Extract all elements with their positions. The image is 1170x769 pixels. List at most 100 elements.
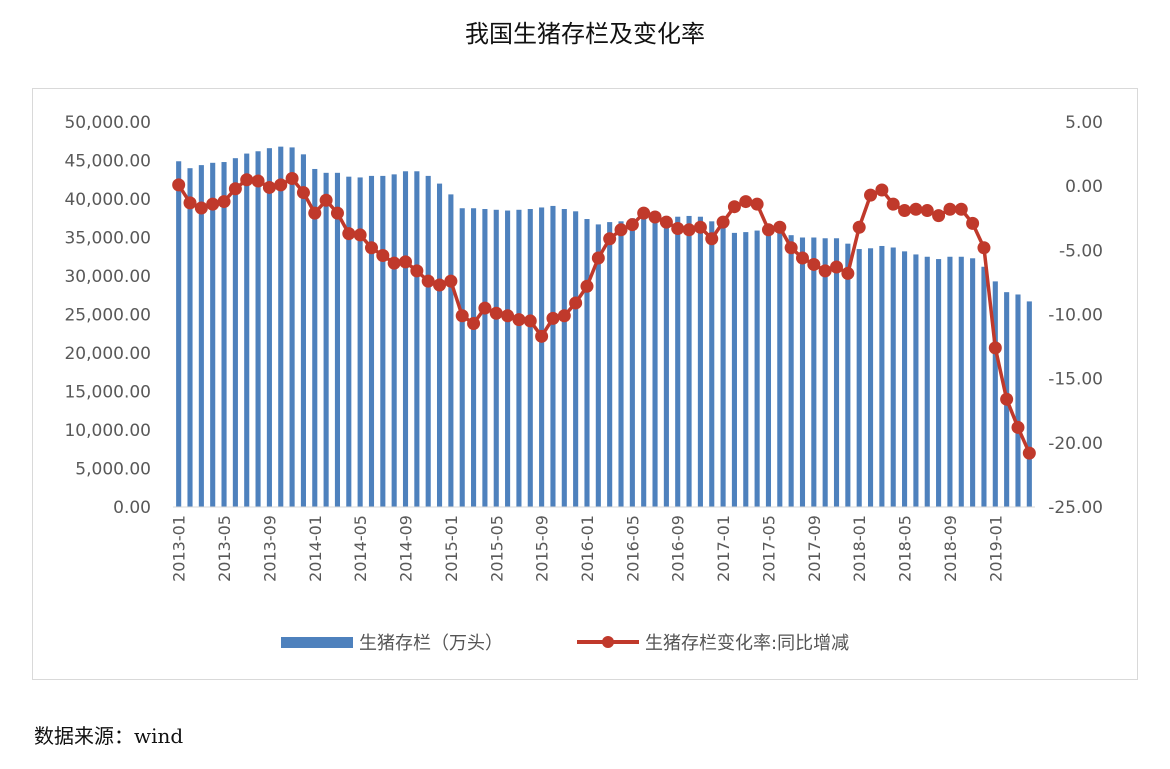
bar-2019-04	[1026, 301, 1032, 507]
line-point-2017-11	[830, 260, 844, 274]
bar-2018-08	[936, 259, 942, 507]
line-point-2015-07	[512, 313, 526, 327]
line-series-path	[177, 176, 1031, 454]
line-point-2014-07	[376, 248, 390, 262]
x-tick-label: 2018-05	[896, 515, 915, 582]
bar-2013-06	[232, 158, 238, 507]
bar-2017-06	[777, 231, 783, 507]
left-tick-label: 35,000.00	[64, 229, 151, 249]
line-point-2014-03	[330, 206, 344, 220]
bar-2013-01	[176, 161, 182, 507]
bar-2018-07	[924, 256, 930, 507]
line-point-2017-04	[750, 197, 764, 211]
legend-label-line: 生猪存栏变化率:同比增减	[645, 633, 849, 654]
line-point-2016-02	[591, 251, 605, 265]
line-point-2015-01	[444, 274, 458, 288]
line-point-2013-01	[172, 178, 186, 192]
bar-2015-06	[505, 210, 511, 508]
line-point-2018-12	[977, 241, 991, 255]
line-point-2017-05	[761, 223, 775, 237]
bar-2014-10	[414, 171, 420, 507]
x-tick-label: 2013-01	[170, 515, 189, 582]
bar-2013-10	[278, 146, 284, 507]
x-tick-label: 2016-05	[623, 515, 642, 582]
bar-2017-04	[754, 230, 760, 507]
bar-2017-05	[765, 229, 772, 508]
bar-2016-09	[675, 216, 681, 507]
bar-2014-05	[357, 177, 363, 507]
x-tick-label: 2017-01	[714, 515, 733, 582]
bar-2018-11	[970, 258, 976, 507]
bar-2014-08	[391, 174, 397, 508]
bar-2013-02	[187, 168, 193, 507]
bar-2013-04	[210, 162, 216, 507]
bar-2014-07	[380, 175, 386, 507]
legend: 生猪存栏（万头） 生猪存栏变化率:同比增减	[281, 633, 849, 654]
line-point-2015-12	[569, 296, 583, 310]
x-axis-ticks: 2013-01 2013-05 2013-09 2014-01 2014-05 2014-…	[170, 515, 1006, 582]
line-point-2013-11	[285, 171, 299, 185]
line-point-2015-02	[455, 309, 469, 323]
bar-2016-04	[618, 221, 624, 507]
right-tick-label: -25.00	[1048, 498, 1103, 518]
bar-2013-03	[198, 165, 204, 507]
x-tick-label: 2015-09	[533, 515, 552, 582]
line-point-2013-03	[194, 201, 208, 215]
right-tick-label: -20.00	[1048, 434, 1103, 454]
bar-2016-02	[595, 224, 601, 507]
bar-2018-03	[879, 245, 885, 507]
bar-2015-07	[516, 209, 522, 507]
bar-2017-10	[822, 238, 828, 507]
bar-2016-01	[584, 219, 590, 507]
line-point-2016-12	[705, 232, 719, 246]
line-point-2014-08	[387, 256, 401, 270]
left-tick-label: 15,000.00	[64, 383, 151, 403]
bar-2015-08	[527, 209, 533, 507]
bar-2018-01	[856, 249, 862, 508]
bar-2015-09	[539, 207, 545, 507]
left-tick-label: 20,000.00	[64, 344, 151, 364]
bar-2014-04	[346, 176, 352, 508]
line-point-2018-01	[852, 220, 866, 234]
line-point-2018-05	[898, 204, 912, 218]
line-point-2014-05	[353, 228, 367, 242]
left-tick-label: 5,000.00	[75, 460, 151, 480]
line-point-2016-04	[614, 223, 628, 237]
line-point-2014-04	[342, 227, 356, 241]
line-point-2016-01	[580, 279, 594, 293]
line-point-2013-10	[274, 178, 288, 192]
x-tick-label: 2018-01	[850, 515, 869, 582]
line-point-2016-10	[682, 223, 696, 237]
line-point-2015-05	[489, 306, 503, 320]
bar-2016-08	[663, 215, 669, 507]
bar-2018-02	[867, 248, 874, 507]
line-point-2018-03	[875, 183, 889, 197]
bar-2015-03	[471, 208, 477, 507]
line-point-2015-11	[557, 309, 571, 323]
line-point-2015-03	[467, 316, 481, 330]
line-point-2014-09	[399, 255, 413, 269]
line-point-2015-08	[523, 314, 537, 328]
line-point-2016-06	[637, 206, 651, 220]
bar-2015-11	[561, 209, 567, 507]
right-tick-label: 5.00	[1065, 113, 1103, 133]
x-tick-label: 2014-05	[351, 515, 370, 582]
bar-2013-07	[244, 153, 250, 507]
line-point-2018-11	[966, 216, 980, 230]
line-point-2013-12	[296, 186, 310, 200]
source-note: 数据来源：wind	[34, 724, 184, 748]
line-point-2014-10	[410, 264, 424, 278]
line-point-2013-09	[262, 180, 276, 194]
bar-2016-06	[641, 216, 647, 507]
line-point-2014-06	[364, 241, 378, 255]
line-point-2017-06	[773, 220, 787, 234]
bar-2017-09	[811, 237, 817, 507]
legend-swatch-marker	[602, 636, 614, 648]
bar-2017-02	[731, 232, 737, 507]
line-point-2016-03	[603, 232, 617, 246]
line-point-2014-02	[319, 193, 333, 207]
bar-2014-09	[402, 171, 409, 507]
chart-frame: 0.00 5,000.00 10,000.00 15,000.00 20,000.00 2…	[32, 88, 1138, 680]
bar-2015-04	[482, 209, 488, 507]
line-point-2017-09	[807, 257, 821, 271]
